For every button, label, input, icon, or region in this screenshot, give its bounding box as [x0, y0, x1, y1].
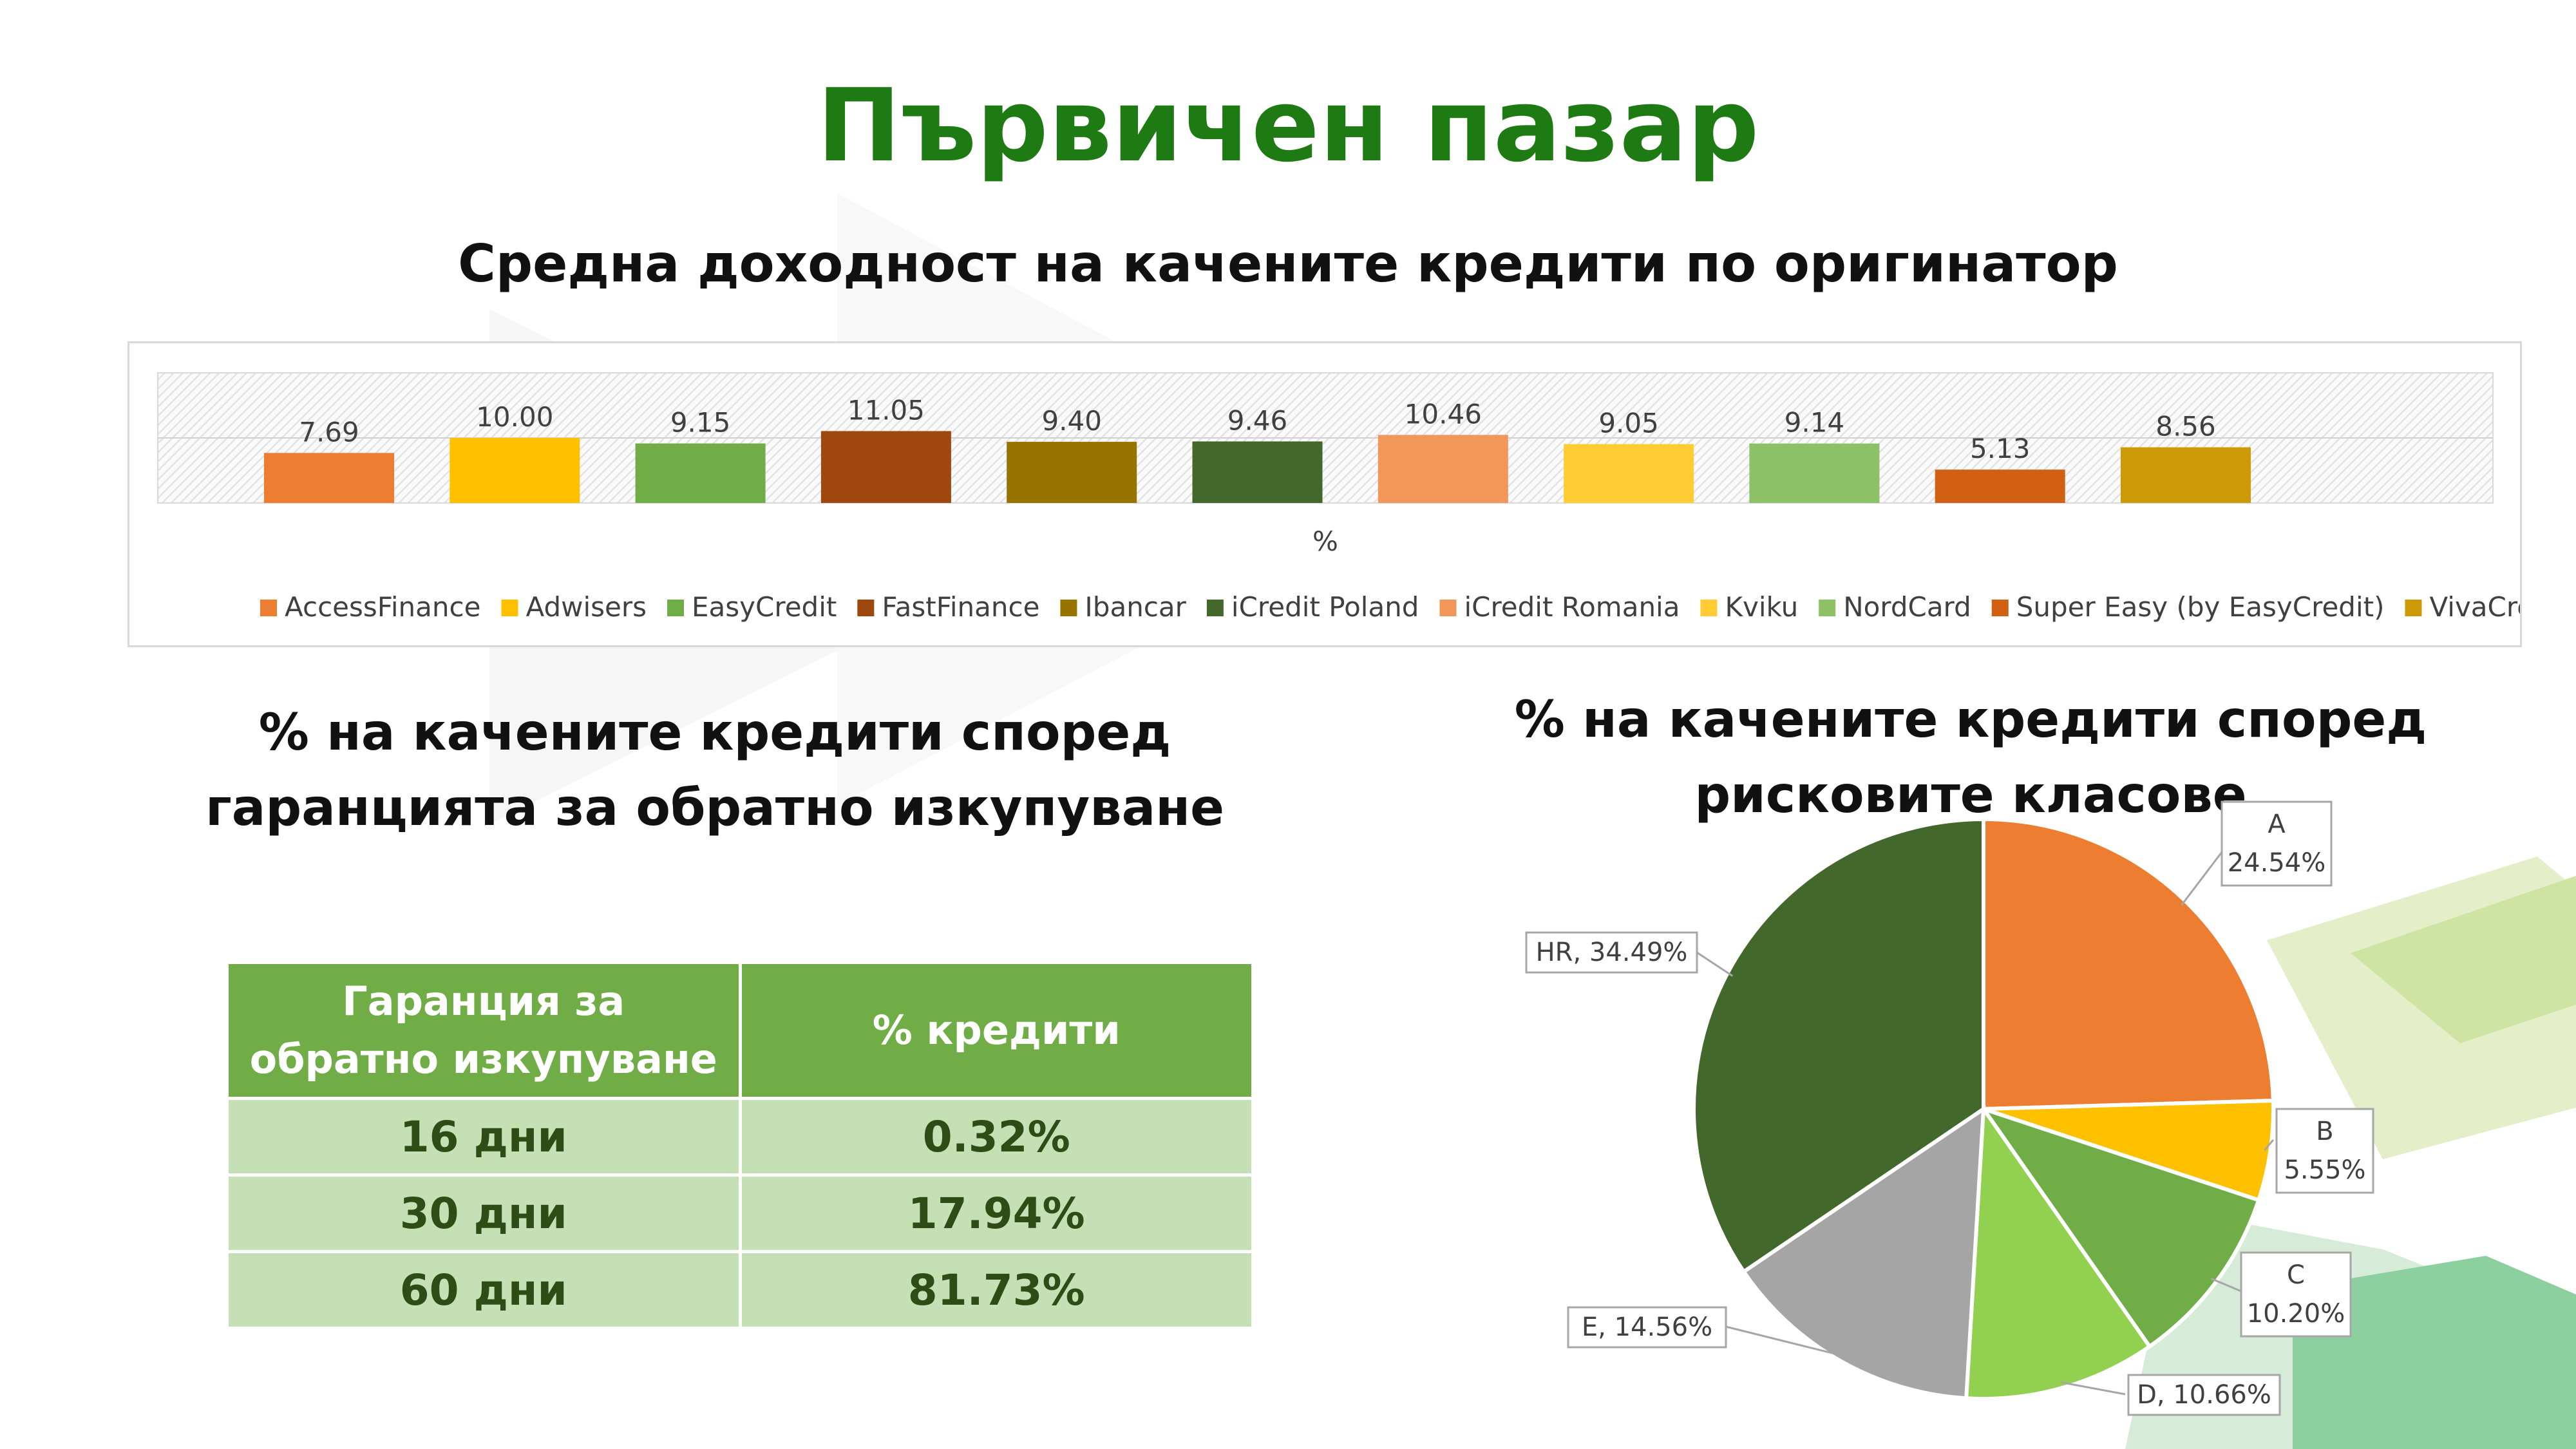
bar-nordcard [1749, 443, 1880, 503]
pie-slice-d [1964, 1103, 2153, 1401]
table-cell-days: 60 дни [225, 1250, 742, 1330]
callout-box [2275, 1108, 2374, 1194]
pie-data-label: 10.20% [2247, 1299, 2345, 1329]
table-header-percent: % кредити [738, 961, 1255, 1100]
bar-easycredit [635, 443, 766, 503]
bar-fastfinance [820, 431, 951, 503]
callout-box [2127, 1374, 2281, 1416]
callout-leader [1696, 951, 1734, 977]
pie-slice-c [1978, 1105, 2261, 1349]
guarantee-section-title: % на качените кредити според гаранцията … [205, 704, 1225, 837]
bar-chart-section-title: Средна доходност на качените кредити по … [458, 234, 2118, 294]
legend-item: Adwisers [526, 591, 647, 623]
guarantee-table: Гаранция за обратно изкупуване % кредити… [225, 961, 1255, 1330]
bar-ibancar [1007, 442, 1137, 503]
legend-swatch [1819, 600, 1836, 616]
legend-item: iCredit Poland [1231, 591, 1419, 623]
legend-swatch [501, 600, 518, 616]
pie-data-label: 24.54% [2228, 848, 2326, 878]
risk-section-title: % на качените кредити според рисковите к… [1514, 691, 2427, 824]
table-cell-percent: 81.73% [738, 1250, 1255, 1330]
legend-swatch [2405, 600, 2422, 616]
legend-item: EasyCredit [692, 591, 837, 623]
legend-item: Kviku [1725, 591, 1798, 623]
bar-kviku [1564, 444, 1694, 503]
legend-swatch [1439, 600, 1457, 616]
bar-data-label: 9.05 [1598, 408, 1659, 439]
page-title: Първичен пазар [817, 67, 1759, 184]
pie-chart: A 24.54% B 5.55% C 10.20% D, 10.66% E, 14.56% HR… [1525, 800, 2374, 1416]
pie-data-label: C [2287, 1260, 2305, 1290]
bar-chart-panel: 7.69 10.00 9.15 11.05 9.40 9.46 10.46 9.05 9.14 5… [128, 341, 2522, 647]
callout-box [2221, 800, 2333, 887]
table-row: 30 дни 17.94% [225, 1173, 1255, 1253]
table-row: 16 дни 0.32% [225, 1097, 1255, 1177]
pie-data-label: B [2316, 1117, 2333, 1146]
callout-leader [2060, 1381, 2126, 1396]
table-cell-percent: 0.32% [738, 1097, 1255, 1177]
legend-swatch [857, 600, 875, 616]
x-axis-label: % [1312, 526, 1338, 557]
table-cell-percent: 17.94% [738, 1173, 1255, 1253]
table-row: 60 дни 81.73% [225, 1250, 1255, 1330]
legend-item: VivaCredit [2429, 591, 2520, 623]
bar-data-label: 9.15 [670, 407, 731, 439]
callout-leader [2211, 1278, 2242, 1293]
bar-data-label: 10.00 [476, 401, 553, 433]
legend-swatch [667, 600, 685, 616]
legend-item: iCredit Romania [1464, 591, 1680, 623]
bar-data-label: 5.13 [1970, 433, 2031, 464]
pie-data-label: D, 10.66% [2137, 1380, 2271, 1410]
table-header-row: Гаранция за обратно изкупуване % кредити [225, 961, 1255, 1100]
pie-slice-e [1741, 1105, 1986, 1401]
legend-swatch [1060, 600, 1077, 616]
legend-swatch [1700, 600, 1718, 616]
pie-data-label: E, 14.56% [1582, 1312, 1712, 1342]
bar-data-label: 9.46 [1227, 404, 1288, 436]
bar-adwisers [450, 438, 580, 503]
bar-icredit-romania [1378, 435, 1508, 503]
table-header-guarantee: Гаранция за обратно изкупуване [225, 961, 742, 1100]
legend-swatch [260, 600, 277, 616]
legend-item: Super Easy (by EasyCredit) [2016, 591, 2385, 623]
legend-swatch [1991, 600, 2009, 616]
legend-item: Ibancar [1084, 591, 1186, 623]
pie-data-label: 5.55% [2284, 1155, 2365, 1185]
legend-item: NordCard [1843, 591, 1971, 623]
bar-data-label: 11.05 [848, 394, 925, 426]
callout-leader [1725, 1325, 1844, 1357]
callout-box [2240, 1251, 2352, 1338]
callout-box [1567, 1306, 1727, 1349]
bar-data-label: 7.69 [299, 416, 359, 448]
pie-slice-b [1983, 1098, 2275, 1203]
bar-data-label: 9.40 [1041, 405, 1102, 437]
bar-vivacredit [2121, 447, 2251, 503]
callout-leader [2264, 1139, 2275, 1151]
table-cell-days: 30 дни [225, 1173, 742, 1253]
bar-accessfinance [264, 453, 394, 503]
bar-icredit-poland [1192, 441, 1323, 503]
bar-data-label: 10.46 [1405, 398, 1482, 430]
table-cell-days: 16 дни [225, 1097, 742, 1177]
legend: AccessFinance Adwisers EasyCredit FastFinan… [260, 591, 2520, 623]
legend-swatch [1206, 600, 1224, 616]
bar-super-easy-by-easycredit- [1935, 469, 2065, 503]
callout-box [1525, 931, 1698, 974]
bar-data-label: 9.14 [1785, 407, 1845, 439]
bar-data-label: 8.56 [2155, 411, 2216, 442]
callout-leader [2181, 843, 2230, 906]
pie-data-label: HR, 34.49% [1536, 938, 1688, 967]
legend-item: FastFinance [882, 591, 1039, 623]
bar-chart: 7.69 10.00 9.15 11.05 9.40 9.46 10.46 9.05 9.14 5… [157, 372, 2520, 623]
legend-item: AccessFinance [285, 591, 480, 623]
pie-data-label: A [2268, 810, 2286, 839]
